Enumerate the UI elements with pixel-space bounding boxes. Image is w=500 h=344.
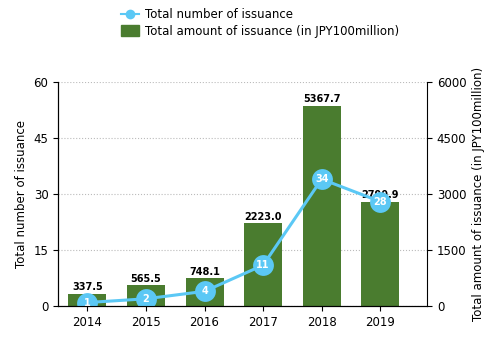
Text: 4: 4 [201,286,208,296]
Text: 337.5: 337.5 [72,282,103,292]
Bar [361,202,400,306]
Y-axis label: Total number of issuance: Total number of issuance [15,120,28,268]
Text: 28: 28 [374,196,387,207]
Text: 34: 34 [315,174,328,184]
Text: 2790.9: 2790.9 [362,191,399,201]
Text: 565.5: 565.5 [130,273,162,284]
Bar [244,223,282,306]
Bar [302,106,341,306]
Text: 1: 1 [84,298,91,308]
Text: 11: 11 [256,260,270,270]
Text: 748.1: 748.1 [189,267,220,277]
Y-axis label: Total amount of issuance (in JPY100million): Total amount of issuance (in JPY100milli… [472,67,485,321]
Bar [186,278,224,306]
Text: 2223.0: 2223.0 [244,212,282,222]
Text: 2: 2 [142,294,150,304]
Legend: Total number of issuance, Total amount of issuance (in JPY100million): Total number of issuance, Total amount o… [119,6,401,40]
Bar [127,285,165,306]
Text: 5367.7: 5367.7 [303,94,341,104]
Bar [68,294,106,306]
